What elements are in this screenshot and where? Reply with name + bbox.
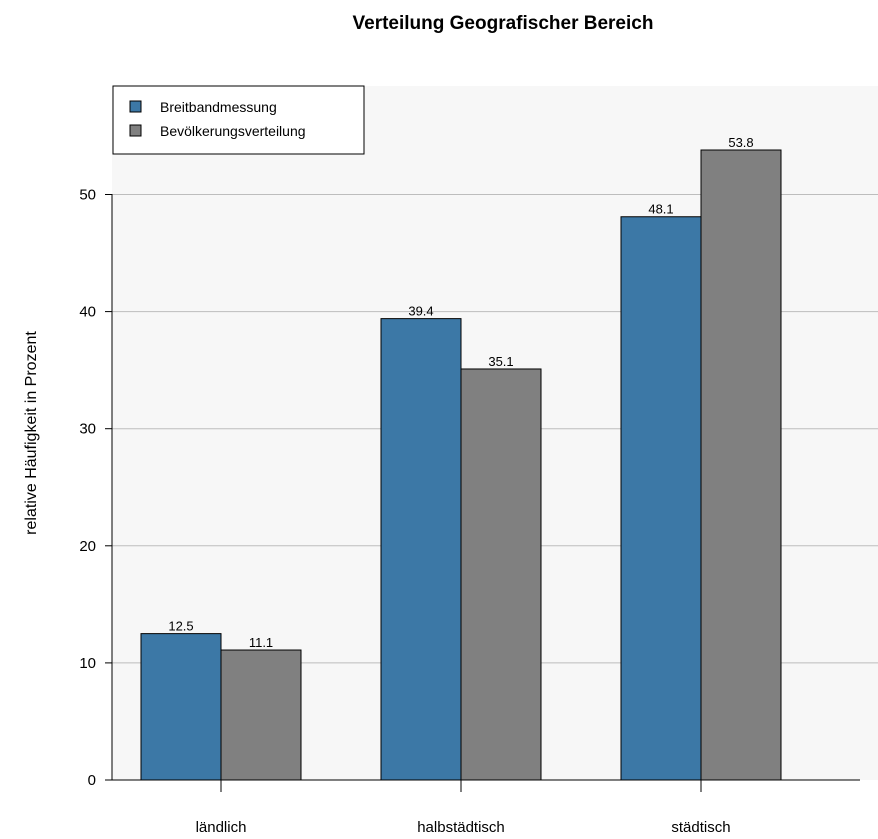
legend-label-bevoelkerungsverteilung: Bevölkerungsverteilung xyxy=(160,123,306,139)
legend-label-breitbandmessung: Breitbandmessung xyxy=(160,99,277,115)
legend-swatch-bevoelkerungsverteilung xyxy=(129,124,142,137)
bar-value-labels: 12.5 11.1 39.4 35.1 48.1 53.8 xyxy=(168,135,753,650)
legend-swatch-breitbandmessung xyxy=(129,100,142,113)
bar-value-label: 48.1 xyxy=(648,202,673,217)
y-axis-ticks: 0 10 20 30 40 50 xyxy=(79,187,112,789)
y-tick-label: 0 xyxy=(88,772,96,789)
y-axis-label: relative Häufigkeit in Prozent xyxy=(23,331,40,535)
bar-1-1 xyxy=(460,368,542,781)
bar-1-0 xyxy=(380,318,462,781)
chart-title: Verteilung Geografischer Bereich xyxy=(353,13,654,34)
x-category-label: halbstädtisch xyxy=(417,819,505,836)
bar-2-1 xyxy=(700,149,782,781)
x-category-label: städtisch xyxy=(671,819,730,836)
x-category-label: ländlich xyxy=(196,819,247,836)
bar-value-label: 39.4 xyxy=(408,304,433,319)
y-tick-label: 30 xyxy=(79,421,96,438)
bar-value-label: 11.1 xyxy=(249,635,273,650)
bars xyxy=(140,149,782,781)
x-axis-ticks: ländlich halbstädtisch städtisch xyxy=(196,780,731,836)
bar-value-label: 12.5 xyxy=(168,619,193,634)
bar-value-label: 35.1 xyxy=(488,354,513,369)
bar-0-0 xyxy=(140,633,222,781)
y-tick-label: 20 xyxy=(79,538,96,555)
legend: Breitbandmessung Bevölkerungsverteilung xyxy=(112,85,365,155)
bar-0-1 xyxy=(220,649,302,781)
legend-box xyxy=(112,85,365,155)
y-tick-label: 40 xyxy=(79,304,96,321)
y-tick-label: 10 xyxy=(79,655,96,672)
bar-2-0 xyxy=(620,216,702,781)
y-tick-label: 50 xyxy=(79,187,96,204)
bar-value-label: 53.8 xyxy=(728,135,753,150)
